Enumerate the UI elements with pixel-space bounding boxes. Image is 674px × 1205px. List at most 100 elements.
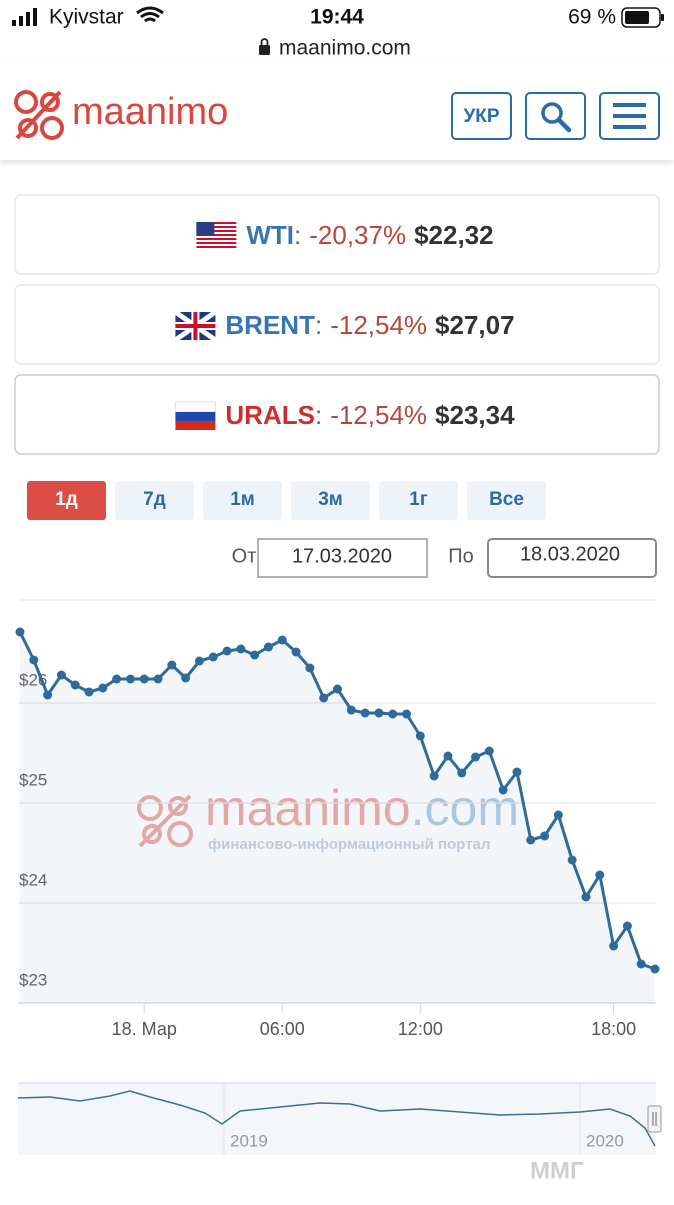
status-bar: Kyivstar 19:44 69 % maanimo.com xyxy=(12,6,664,60)
quote-separator: : xyxy=(294,220,301,250)
data-point xyxy=(70,680,80,690)
range-label[interactable]: 3м xyxy=(318,489,343,510)
watermark-brand: maanimo xyxy=(205,780,411,836)
watermark-icon xyxy=(167,821,193,847)
area-fill xyxy=(20,632,655,1003)
flag-band xyxy=(175,421,216,430)
data-point xyxy=(346,705,356,715)
quote-card: URALS: -12,54% $23,34 xyxy=(14,374,660,455)
quote-name[interactable]: WTI xyxy=(246,220,294,250)
data-point xyxy=(498,785,508,795)
flag-stripe xyxy=(196,242,237,244)
data-point xyxy=(125,674,135,684)
quote-name[interactable]: BRENT xyxy=(225,310,315,340)
data-point xyxy=(236,644,246,654)
language-button[interactable] xyxy=(451,92,512,140)
from-label: От xyxy=(232,545,257,567)
data-point xyxy=(471,752,481,762)
to-input[interactable] xyxy=(487,538,657,578)
quote-price: $23,34 xyxy=(435,400,515,430)
flag-stripe xyxy=(196,238,237,240)
data-point xyxy=(333,684,342,694)
range-label[interactable]: Все xyxy=(489,489,524,510)
from-input[interactable] xyxy=(257,538,428,578)
clock: 19:44 xyxy=(310,6,364,29)
data-point xyxy=(98,683,108,693)
data-point xyxy=(622,921,632,931)
data-point xyxy=(636,959,646,969)
navigator: 2019 2020 xyxy=(17,1082,662,1155)
flag-canton xyxy=(196,222,215,236)
watermark-icon xyxy=(168,796,188,816)
logo-text[interactable]: maanimo xyxy=(72,91,228,133)
flag-band xyxy=(175,412,216,421)
date-range: От 17.03.2020 По 18.03.2020 xyxy=(232,538,657,578)
data-point xyxy=(139,674,149,684)
range-button[interactable] xyxy=(203,481,282,520)
to-label: По xyxy=(448,545,474,567)
data-point xyxy=(443,751,453,761)
data-point xyxy=(153,674,163,684)
quote-separator: : xyxy=(315,310,322,340)
flag-stripe xyxy=(196,226,237,228)
data-point xyxy=(512,767,522,777)
range-label[interactable]: 1г xyxy=(409,489,428,510)
quote-separator: : xyxy=(315,400,322,430)
data-point xyxy=(43,690,53,700)
data-point xyxy=(222,646,232,656)
data-point xyxy=(208,652,218,662)
quotes: WTI: -20,37% $22,32 BRENT: -12,54% $27,07 URAL… xyxy=(14,194,660,455)
data-point xyxy=(84,687,94,697)
y-tick-label: $25 xyxy=(19,770,47,789)
data-point xyxy=(402,709,412,719)
quote-box xyxy=(14,194,660,275)
watermark-text: maanimo.com xyxy=(205,780,519,836)
navigator-handle[interactable] xyxy=(647,1105,662,1133)
data-point xyxy=(581,892,591,902)
range-label[interactable]: 1м xyxy=(230,489,255,510)
x-tick-label: 12:00 xyxy=(398,1019,443,1039)
data-point xyxy=(56,670,66,680)
data-point xyxy=(526,835,536,845)
navigator-label: 2020 xyxy=(586,1131,624,1150)
language-label[interactable]: УКР xyxy=(463,106,499,127)
data-point xyxy=(484,746,494,756)
flag-stripe xyxy=(196,234,237,236)
quote-box xyxy=(14,284,660,365)
x-tick-label: 06:00 xyxy=(260,1019,305,1039)
x-tick-label: 18. Мар xyxy=(112,1019,177,1039)
data-point xyxy=(388,709,398,719)
carrier: Kyivstar xyxy=(49,6,124,29)
to-date[interactable]: 18.03.2020 xyxy=(520,543,620,565)
range-label[interactable]: 1д xyxy=(55,489,78,510)
search-button[interactable] xyxy=(525,92,586,140)
quote-card: BRENT: -12,54% $27,07 xyxy=(14,284,660,365)
data-point xyxy=(167,660,177,670)
data-point xyxy=(194,656,204,666)
data-point xyxy=(540,831,550,841)
range-button[interactable] xyxy=(115,481,194,520)
data-point xyxy=(305,663,315,673)
data-point xyxy=(291,647,301,657)
data-point xyxy=(415,731,425,741)
range-button[interactable] xyxy=(379,481,458,520)
data-point xyxy=(650,964,660,974)
watermark-icon xyxy=(138,794,192,848)
y-tick-label: $23 xyxy=(19,970,47,989)
corner-watermark: ММГ xyxy=(530,1157,584,1184)
quote-card: WTI: -20,37% $22,32 xyxy=(14,194,660,275)
watermark-icon xyxy=(142,824,162,844)
flag-stripe xyxy=(196,222,237,224)
data-point xyxy=(567,855,577,865)
quote-name[interactable]: URALS xyxy=(225,400,315,430)
range-button[interactable] xyxy=(27,481,106,520)
range-button[interactable] xyxy=(467,481,546,520)
range-button[interactable] xyxy=(291,481,370,520)
data-point xyxy=(595,870,605,880)
flag-stripe xyxy=(196,246,237,248)
range-label[interactable]: 7д xyxy=(143,489,166,510)
from-date[interactable]: 17.03.2020 xyxy=(292,545,392,567)
battery-level: 69 % xyxy=(568,6,616,29)
